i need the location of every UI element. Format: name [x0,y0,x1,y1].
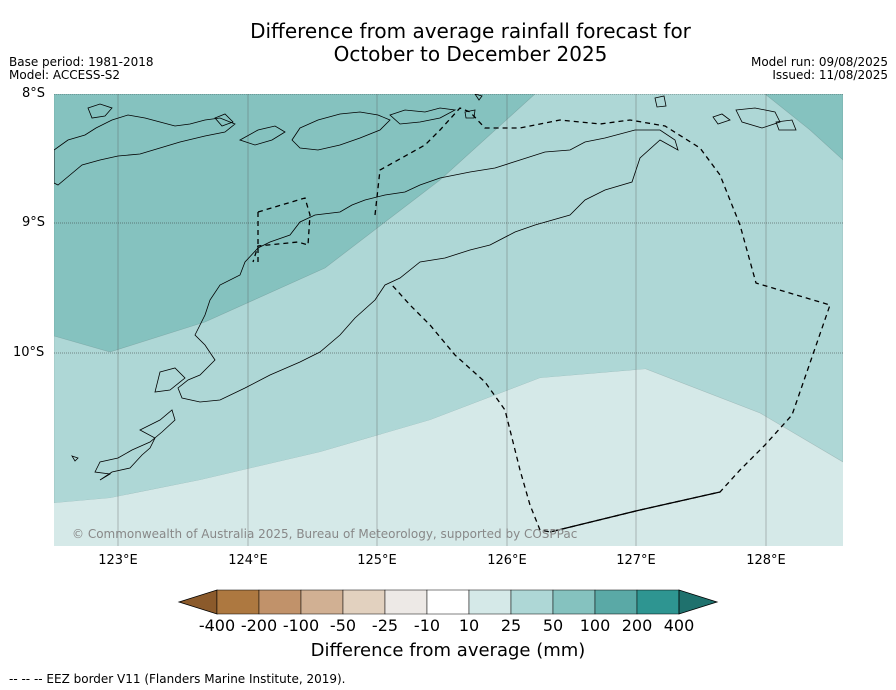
colorbar-segment [468,589,512,615]
lat-label-10s: 10°S [13,345,45,360]
colorbar-arrow-low [177,589,218,615]
eez-border [252,107,831,533]
colorbar-label: -400 [198,616,236,635]
colorbar-segment [384,589,428,615]
colorbar-label: 10 [458,616,480,635]
footer-note: -- -- -- EEZ border V11 (Flanders Marine… [9,672,346,686]
metadata-left: Base period: 1981-2018 Model: ACCESS-S2 [9,56,154,82]
lon-label-123e: 123°E [98,553,138,568]
colorbar-label: -10 [413,616,441,635]
model-run: Model run: 09/08/2025 [750,55,888,69]
colorbar-label: -25 [371,616,399,635]
colorbar-label: 25 [500,616,522,635]
model-name: Model: ACCESS-S2 [9,68,121,82]
colorbar-label: 100 [579,616,611,635]
colorbar-segment [300,589,344,615]
lat-label-9s: 9°S [22,215,46,230]
lon-label-126e: 126°E [487,553,527,568]
colorbar-title: Difference from average (mm) [310,640,586,661]
eez-border-segment [549,491,721,533]
colorbar-label: -200 [240,616,278,635]
colorbar-label: -50 [329,616,357,635]
title-line-1: Difference from average rainfall forecas… [250,19,691,43]
band-25-50-lower [54,369,646,546]
colorbar-label: 50 [542,616,564,635]
colorbar-label: 200 [621,616,653,635]
chart-title: Difference from average rainfall forecas… [0,20,896,66]
lat-gridlines [54,94,843,354]
colorbar-segment [342,589,386,615]
coastlines [54,94,797,481]
band-50-100-east [764,94,843,161]
colorbar-segment [258,589,302,615]
colorbar-segment [552,589,596,615]
copyright-credit: © Commonwealth of Australia 2025, Bureau… [72,527,578,541]
base-period: Base period: 1981-2018 [9,55,154,69]
colorbar-segment [636,589,680,615]
colorbar-segment [510,589,554,615]
lon-label-128e: 128°E [746,553,786,568]
colorbar-arrow-high [678,589,719,615]
lon-label-124e: 124°E [228,553,268,568]
metadata-right: Model run: 09/08/2025 Issued: 11/08/2025 [751,56,888,82]
colorbar-segment [426,589,470,615]
title-line-2: October to December 2025 [333,42,608,66]
colorbar-segment [216,589,260,615]
lon-label-127e: 127°E [616,553,656,568]
issued-date: Issued: 11/08/2025 [772,68,888,82]
colorbar-segment [594,589,638,615]
colorbar-label: 400 [663,616,695,635]
lat-label-8s: 8°S [22,86,46,101]
lon-label-125e: 125°E [357,553,397,568]
colorbar-label: -100 [282,616,320,635]
